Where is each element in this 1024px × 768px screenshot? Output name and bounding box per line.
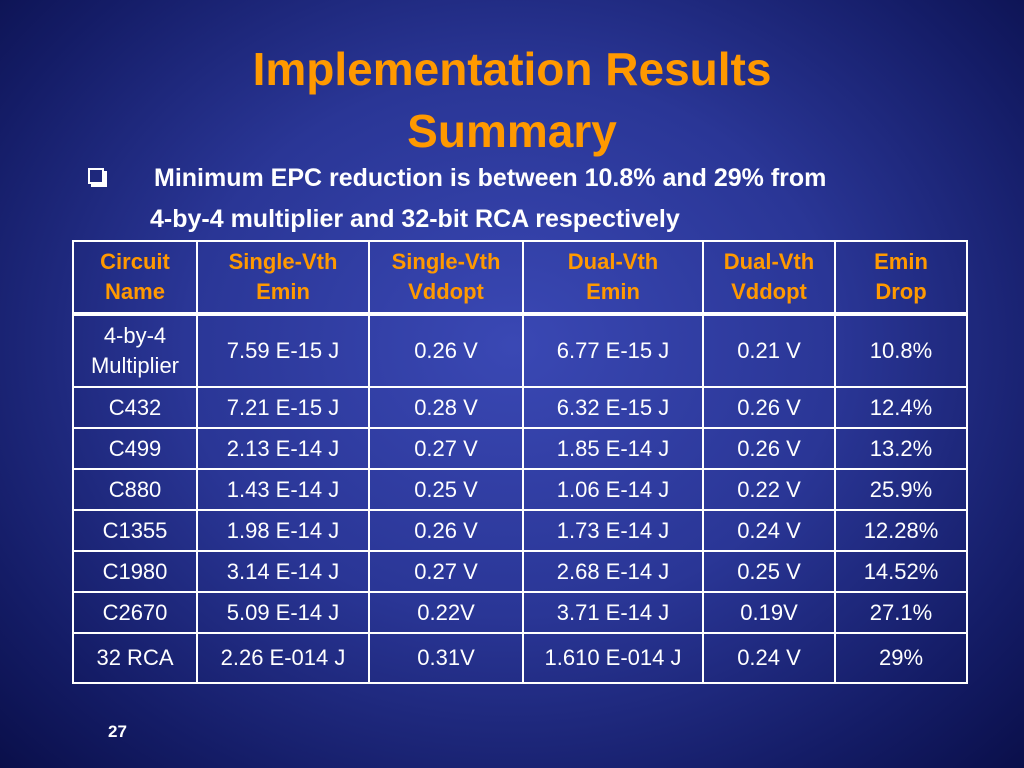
dual-vth-emin-cell: 1.610 E-014 J	[522, 632, 704, 684]
circuit-name-cell: C2670	[72, 591, 198, 634]
single-vth-vddopt-cell: 0.26 V	[368, 509, 524, 552]
header-label-line: Emin	[874, 249, 928, 274]
dual-vth-emin-cell: 1.73 E-14 J	[522, 509, 704, 552]
table-row: C432 7.21 E-15 J 0.28 V 6.32 E-15 J 0.26 V 12…	[72, 386, 968, 429]
circuit-name-cell: C1980	[72, 550, 198, 593]
emin-drop-cell: 13.2%	[834, 427, 968, 470]
bullet-text-line-2: 4-by-4 multiplier and 32-bit RCA respect…	[150, 205, 680, 233]
single-vth-emin-cell: 7.59 E-15 J	[196, 313, 370, 388]
table-row: 32 RCA 2.26 E-014 J 0.31V 1.610 E-014 J 0.24…	[72, 632, 968, 684]
slide-title: Implementation Results Summary	[0, 38, 1024, 162]
slide-number: 27	[108, 722, 127, 741]
circuit-name-cell: C880	[72, 468, 198, 511]
title-line-2: Summary	[407, 105, 617, 157]
header-label-line: Dual-Vth	[567, 249, 659, 274]
circuit-name-cell: C499	[72, 427, 198, 470]
circuit-name-cell: C432	[72, 386, 198, 429]
dual-vth-emin-cell: 1.06 E-14 J	[522, 468, 704, 511]
circuit-name-line: C2670	[102, 599, 168, 625]
header-label-line: Name	[105, 279, 165, 304]
dual-vth-vddopt-cell: 0.24 V	[702, 632, 836, 684]
dual-vth-emin-cell: 6.77 E-15 J	[522, 313, 704, 388]
dual-vth-vddopt-cell: 0.25 V	[702, 550, 836, 593]
header-label-line: Single-Vth	[228, 249, 338, 274]
emin-drop-cell: 12.28%	[834, 509, 968, 552]
circuit-name-cell: 32 RCA	[72, 632, 198, 684]
emin-drop-cell: 10.8%	[834, 313, 968, 388]
single-vth-vddopt-cell: 0.28 V	[368, 386, 524, 429]
emin-drop-cell: 14.52%	[834, 550, 968, 593]
table-row: 4-by-4 Multiplier 7.59 E-15 J 0.26 V 6.77 E-…	[72, 313, 968, 388]
dual-vth-emin-cell: 6.32 E-15 J	[522, 386, 704, 429]
single-vth-emin-cell: 7.21 E-15 J	[196, 386, 370, 429]
circuit-name-line: C499	[108, 435, 162, 461]
dual-vth-vddopt-cell: 0.22 V	[702, 468, 836, 511]
circuit-name-line: Multiplier	[90, 353, 180, 378]
table-body: 4-by-4 Multiplier 7.59 E-15 J 0.26 V 6.77 E-…	[72, 313, 968, 684]
single-vth-vddopt-cell: 0.27 V	[368, 550, 524, 593]
header-label-line: Single-Vth	[391, 249, 501, 274]
circuit-name-line: C880	[108, 476, 162, 502]
title-line-1: Implementation Results	[252, 43, 772, 95]
header-label-line: Emin	[586, 279, 640, 304]
bullet-text-line-1: Minimum EPC reduction is between 10.8% a…	[154, 164, 827, 192]
header-label-line: Circuit	[100, 249, 170, 274]
emin-drop-cell: 29%	[834, 632, 968, 684]
header-circuit-name: Circuit Name	[72, 240, 198, 316]
circuit-name-line: 32 RCA	[96, 645, 174, 670]
table-row: C880 1.43 E-14 J 0.25 V 1.06 E-14 J 0.22 V 25…	[72, 468, 968, 511]
single-vth-vddopt-cell: 0.26 V	[368, 313, 524, 388]
circuit-name-line: C1355	[102, 517, 168, 543]
emin-drop-cell: 27.1%	[834, 591, 968, 634]
single-vth-emin-cell: 1.43 E-14 J	[196, 468, 370, 511]
header-dual-vth-vddopt: Dual-Vth Vddopt	[702, 240, 836, 316]
table-header-row: Circuit Name Single-Vth Emin Single-Vth Vddop…	[72, 240, 968, 316]
header-single-vth-emin: Single-Vth Emin	[196, 240, 370, 316]
single-vth-vddopt-cell: 0.31V	[368, 632, 524, 684]
dual-vth-vddopt-cell: 0.21 V	[702, 313, 836, 388]
single-vth-emin-cell: 5.09 E-14 J	[196, 591, 370, 634]
table-row: C499 2.13 E-14 J 0.27 V 1.85 E-14 J 0.26 V 13…	[72, 427, 968, 470]
table-row: C2670 5.09 E-14 J 0.22V 3.71 E-14 J 0.19V 27.…	[72, 591, 968, 634]
circuit-name-cell: C1355	[72, 509, 198, 552]
circuit-name-line: C1980	[102, 558, 168, 584]
single-vth-emin-cell: 3.14 E-14 J	[196, 550, 370, 593]
results-table: Circuit Name Single-Vth Emin Single-Vth Vddop…	[72, 240, 968, 684]
header-single-vth-vddopt: Single-Vth Vddopt	[368, 240, 524, 316]
emin-drop-cell: 25.9%	[834, 468, 968, 511]
header-label-line: Vddopt	[731, 279, 807, 304]
single-vth-vddopt-cell: 0.25 V	[368, 468, 524, 511]
dual-vth-vddopt-cell: 0.26 V	[702, 427, 836, 470]
circuit-name-cell: 4-by-4 Multiplier	[72, 313, 198, 388]
circuit-name-line: 4-by-4	[103, 323, 167, 348]
dual-vth-emin-cell: 1.85 E-14 J	[522, 427, 704, 470]
dual-vth-emin-cell: 3.71 E-14 J	[522, 591, 704, 634]
header-label-line: Emin	[256, 279, 310, 304]
dual-vth-vddopt-cell: 0.26 V	[702, 386, 836, 429]
dual-vth-vddopt-cell: 0.24 V	[702, 509, 836, 552]
dual-vth-emin-cell: 2.68 E-14 J	[522, 550, 704, 593]
header-emin-drop: Emin Drop	[834, 240, 968, 316]
single-vth-emin-cell: 1.98 E-14 J	[196, 509, 370, 552]
header-label-line: Drop	[875, 279, 927, 304]
checkbox-bullet-icon	[88, 168, 107, 187]
header-label-line: Dual-Vth	[723, 249, 815, 274]
single-vth-emin-cell: 2.13 E-14 J	[196, 427, 370, 470]
single-vth-emin-cell: 2.26 E-014 J	[196, 632, 370, 684]
single-vth-vddopt-cell: 0.27 V	[368, 427, 524, 470]
header-label-line: Vddopt	[408, 279, 484, 304]
emin-drop-cell: 12.4%	[834, 386, 968, 429]
single-vth-vddopt-cell: 0.22V	[368, 591, 524, 634]
dual-vth-vddopt-cell: 0.19V	[702, 591, 836, 634]
header-dual-vth-emin: Dual-Vth Emin	[522, 240, 704, 316]
circuit-name-line: C432	[108, 394, 162, 420]
